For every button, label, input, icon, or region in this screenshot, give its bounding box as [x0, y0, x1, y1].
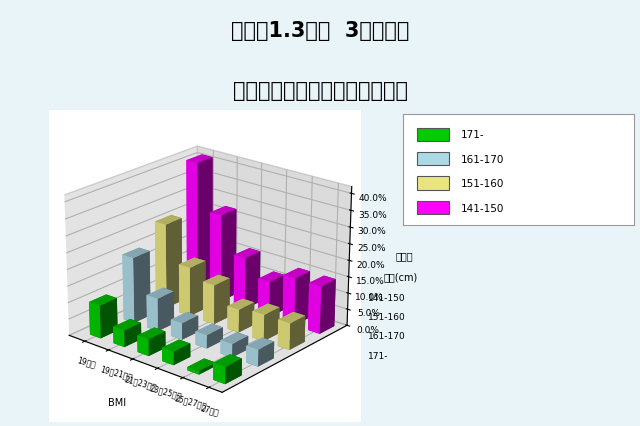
- Bar: [417, 201, 449, 215]
- X-axis label: BMI: BMI: [108, 397, 126, 407]
- Text: 171-: 171-: [368, 351, 388, 360]
- Text: 伸長が低くやせが死亡しやすい: 伸長が低くやせが死亡しやすい: [232, 81, 408, 101]
- Bar: [417, 177, 449, 190]
- Text: 141-150: 141-150: [368, 294, 406, 302]
- Text: 141-150: 141-150: [461, 203, 504, 213]
- Text: 151-160: 151-160: [461, 178, 504, 189]
- Text: 161-170: 161-170: [461, 154, 504, 164]
- Bar: [417, 153, 449, 166]
- Text: 161-170: 161-170: [368, 332, 406, 341]
- Text: 身長(cm): 身長(cm): [384, 271, 419, 281]
- Text: 151-160: 151-160: [368, 313, 406, 322]
- Text: 171-: 171-: [461, 130, 484, 140]
- Text: 高齢者1.3万人  3年間追跡: 高齢者1.3万人 3年間追跡: [231, 21, 409, 41]
- Bar: [417, 128, 449, 141]
